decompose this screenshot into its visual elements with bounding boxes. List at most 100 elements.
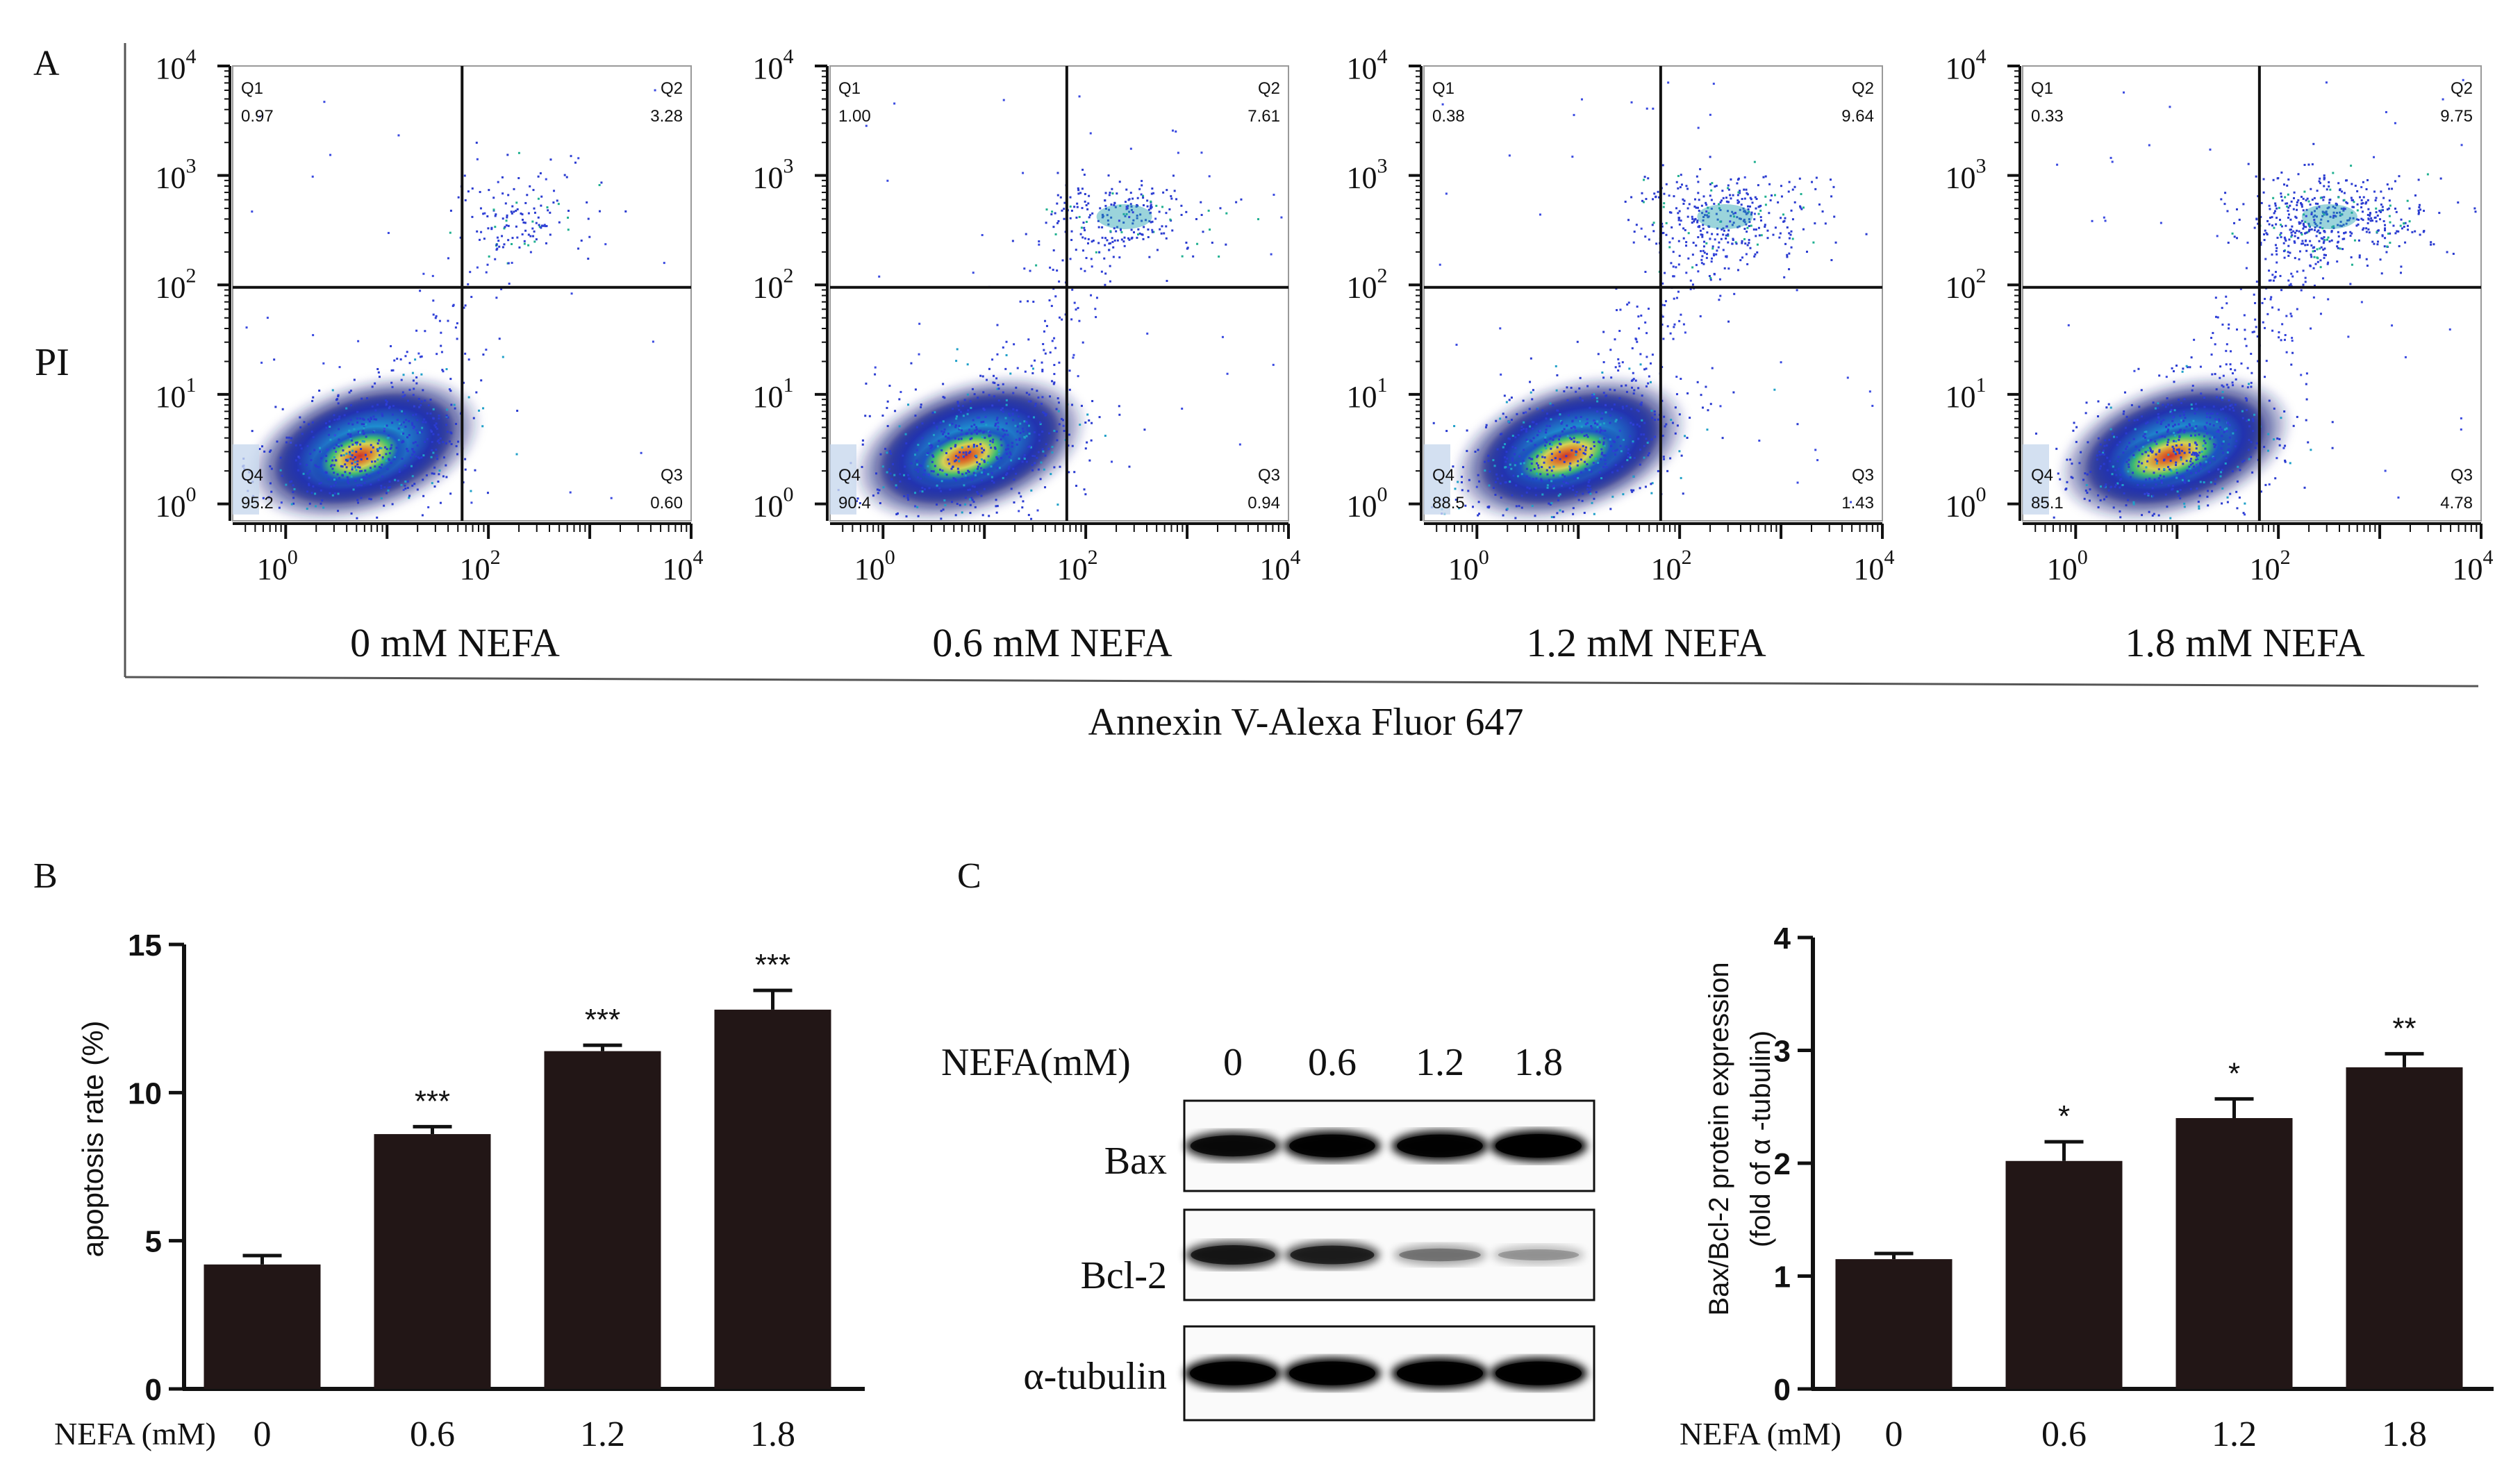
x-tick-label: 102 [2250,546,2291,586]
flow-plot-label: 0 mM NEFA [350,620,560,665]
panel-c-ylabel-line1: Bax/Bcl-2 protein expression [1704,962,1734,1315]
quadrant-value: 0.38 [1432,107,1465,126]
blot-row: Bcl-2 [1081,1208,1595,1301]
quadrant-value: 1.00 [838,107,871,126]
x-tick-label: 104 [1260,546,1301,586]
quadrant-value: 3.28 [650,107,683,126]
flow-plot: Q10.38Q29.64Q488.5Q31.431001011021031041… [1347,45,1895,665]
y-tick-label: 104 [1946,45,1987,85]
blot-band-core [1289,1134,1375,1158]
quadrant-label: Q3 [661,466,683,485]
quadrant-value: 0.94 [1247,494,1280,513]
x-axis: 100 102 104 [830,522,1301,586]
y-tick-label: 102 [1946,264,1987,304]
x-tick-label: 102 [1057,546,1098,586]
y-tick-label: 1 [1774,1260,1791,1294]
flow-plot-label: 1.8 mM NEFA [2125,620,2364,665]
panel-c-xprefix: NEFA (mM) [1680,1416,1841,1451]
quadrant-value: 0.60 [650,494,683,513]
y-tick-label: 103 [753,155,794,195]
y-tick-label: 100 [1347,483,1388,524]
panel-b-ylabel: apoptosis rate (%) [76,1021,109,1258]
significance-marker: * [2058,1099,2070,1133]
bar [374,1134,491,1389]
y-tick-label: 104 [753,45,794,85]
population-hot [311,426,408,486]
bar [204,1264,321,1389]
bar [2005,1160,2123,1389]
blot-row: α-tubulin [1023,1325,1595,1422]
blot-band-core [1290,1245,1375,1265]
y-tick-label: 101 [753,374,794,414]
blot-band-core [1191,1245,1275,1265]
x-tick-label: 100 [257,546,298,586]
blot-band-core [1397,1134,1483,1158]
debris [830,444,856,515]
quadrant-label: Q2 [1258,79,1280,98]
x-tick-label: 102 [1651,546,1692,586]
y-tick-label: 0 [145,1373,162,1407]
debris [2023,444,2049,515]
y-tick-label: 101 [1946,374,1987,414]
blot-lane-label: 1.8 [1514,1041,1563,1084]
blot-row-label: α-tubulin [1023,1355,1167,1398]
y-tick-label: 100 [156,483,197,524]
blot-row-label: Bcl-2 [1081,1254,1167,1297]
quadrant-value: 85.1 [2031,494,2064,513]
x-axis: 100 102 104 [1424,522,1895,586]
blot-band-core [1399,1248,1481,1262]
x-tick-label: 1.2 [580,1415,625,1454]
y-tick-label: 101 [156,374,197,414]
quadrant-label: Q1 [838,79,861,98]
quadrant-value: 7.61 [1247,107,1280,126]
y-tick-label: 2 [1774,1147,1791,1181]
bar [2346,1067,2463,1389]
quadrant-label: Q1 [2031,79,2053,98]
quadrant-value: 0.33 [2031,107,2064,126]
y-tick-label: 10 [128,1076,162,1110]
quadrant-value: 1.43 [1841,494,1874,513]
flow-events [2023,78,2477,519]
x-tick-label: 102 [460,546,501,586]
blot-lane-label: 1.2 [1416,1041,1464,1084]
x-tick-label: 0.6 [410,1415,455,1454]
quadrant-value: 90.4 [838,494,871,513]
y-tick-label: 102 [1347,264,1388,304]
flow-plot-label: 0.6 mM NEFA [932,620,1172,665]
significance-marker: *** [585,1003,620,1037]
x-tick-label: 0.6 [2041,1415,2087,1454]
flow-plot: Q10.97Q23.28Q495.2Q30.601001011021031041… [156,45,704,665]
blot-row-label: Bax [1104,1140,1167,1183]
y-tick-label: 103 [156,155,197,195]
panel-c-chart: Bax/Bcl-2 protein expression (fold of α … [1680,922,2494,1454]
flow-plot-label: 1.2 mM NEFA [1526,620,1766,665]
y-tick-label: 100 [753,483,794,524]
quadrant-value: 0.97 [241,107,274,126]
blot-band-core [1495,1134,1582,1158]
flow-events [233,89,665,519]
bar [2175,1118,2293,1389]
y-tick-label: 3 [1774,1035,1791,1069]
debris [233,444,259,515]
flow-events [1424,81,1874,519]
blot-header-label: NEFA(mM) [941,1041,1131,1084]
quadrant-label: Q2 [1852,79,1874,98]
blot-band-core [1397,1361,1483,1385]
x-tick-label: 0 [1885,1415,1903,1454]
flow-plots: Q10.97Q23.28Q495.2Q30.601001011021031041… [156,45,2494,665]
y-tick-label: 103 [1347,155,1388,195]
y-tick-label: 102 [753,264,794,304]
panel-a-ylabel: PI [35,341,69,384]
panel-a-xlabel: Annexin V-Alexa Fluor 647 [1088,701,1524,744]
y-axis: 100 101 102 103 104 [1347,45,1423,524]
quadrant-value: 9.75 [2440,107,2473,126]
x-tick-label: 104 [1854,546,1895,586]
flow-plot: Q11.00Q27.61Q490.4Q30.941001011021031041… [753,45,1301,665]
population-hot [2110,424,2230,488]
y-tick-label: 5 [145,1225,162,1259]
significance-marker: ** [2392,1011,2416,1045]
flow-events [830,95,1283,520]
blot-band-core [1495,1361,1582,1385]
panel-b-xprefix: NEFA (mM) [54,1416,216,1451]
x-axis: 100 102 104 [2023,522,2494,586]
